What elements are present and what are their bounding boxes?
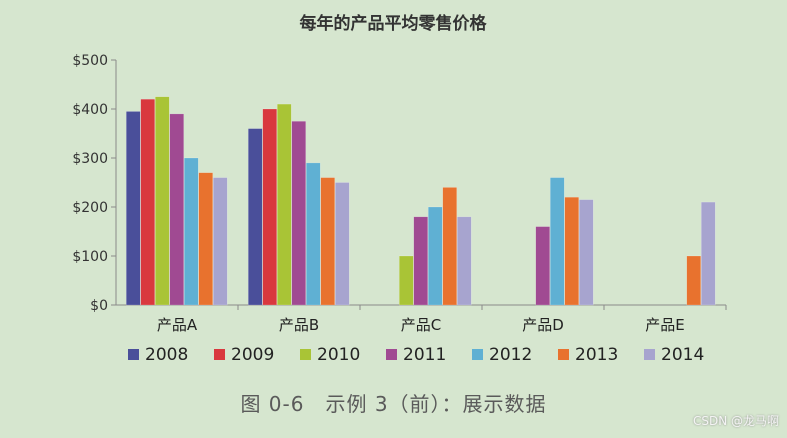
legend-swatch	[128, 349, 139, 360]
legend-swatch	[214, 349, 225, 360]
bar	[701, 201, 716, 306]
y-tick-label: $400	[72, 102, 108, 118]
bar	[262, 108, 277, 306]
bar	[155, 96, 170, 306]
y-tick-label: $500	[72, 53, 108, 69]
bar	[291, 121, 306, 306]
bar	[213, 177, 228, 306]
bar	[169, 113, 184, 306]
bar	[184, 157, 199, 306]
x-tick-label: 产品A	[157, 316, 198, 334]
x-tick-labels: 产品A 产品B 产品C 产品D 产品E	[157, 316, 685, 334]
legend-swatch	[300, 349, 311, 360]
legend-label: 2013	[575, 345, 618, 365]
bar	[277, 103, 292, 306]
legend-swatch	[386, 349, 397, 360]
y-tick-label: $200	[72, 200, 108, 216]
bar	[306, 162, 321, 306]
legend-label: 2010	[317, 345, 360, 365]
bar	[335, 182, 350, 306]
bar	[413, 216, 428, 306]
bar	[248, 128, 263, 306]
x-tick-label: 产品C	[401, 316, 441, 334]
bar	[686, 255, 701, 306]
bar	[198, 172, 213, 306]
bar	[457, 216, 472, 306]
legend-swatch	[644, 349, 655, 360]
y-tick-label: $100	[72, 249, 108, 265]
legend-label: 2009	[231, 345, 274, 365]
bars	[126, 96, 716, 306]
bar	[535, 226, 550, 306]
bar	[564, 196, 579, 306]
legend-swatch	[558, 349, 569, 360]
y-tick-label: $0	[90, 298, 108, 314]
bar	[579, 199, 594, 306]
bar	[320, 177, 335, 306]
bar	[428, 206, 443, 306]
bar	[140, 98, 155, 306]
x-tick-label: 产品E	[645, 316, 684, 334]
y-tick-label: $300	[72, 151, 108, 167]
bar	[550, 177, 565, 306]
legend-label: 2011	[403, 345, 446, 365]
chart-title: 每年的产品平均零售价格	[300, 13, 488, 34]
watermark: CSDN @龙马啊	[692, 414, 779, 428]
bar	[126, 111, 141, 306]
legend-label: 2014	[661, 345, 704, 365]
bar-chart: 每年的产品平均零售价格 产品A 产品B 产品C 产品D 产品E $0 $100 $200 $3…	[72, 13, 727, 365]
figure-caption: 图 0-6 示例 3（前）：展示数据	[240, 392, 547, 416]
x-tick-label: 产品D	[522, 316, 564, 334]
legend-label: 2012	[489, 345, 532, 365]
y-tick-labels: $0 $100 $200 $300 $400 $500	[72, 53, 108, 314]
bar	[442, 187, 457, 306]
legend-label: 2008	[145, 345, 188, 365]
bar	[399, 255, 414, 306]
legend: 2008 2009 2010 2011 2012 2013 2014	[128, 345, 704, 365]
legend-swatch	[472, 349, 483, 360]
x-tick-label: 产品B	[279, 316, 319, 334]
